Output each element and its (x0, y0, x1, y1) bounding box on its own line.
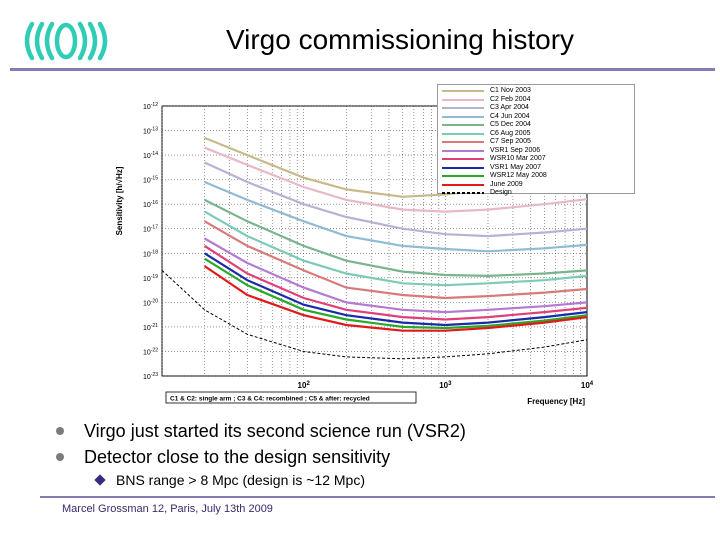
legend-entry: VSR1 May 2007 (442, 164, 630, 173)
series-line-10 (204, 252, 587, 327)
y-tick-label: 10-16 (143, 200, 158, 209)
legend-label: WSR10 Mar 2007 (490, 155, 546, 162)
legend-entry: C5 Dec 2004 (442, 121, 630, 130)
y-tick-label: 10-23 (143, 372, 158, 381)
series-line-6 (204, 210, 587, 287)
footer-divider (40, 496, 715, 498)
legend-label: Design (490, 189, 512, 196)
legend-label: VSR1 Sep 2006 (490, 146, 541, 154)
legend-swatch (442, 183, 484, 186)
legend-label: C1 Nov 2003 (490, 87, 531, 94)
legend-label: C4 Jun 2004 (490, 112, 530, 120)
legend-label: VSR1 May 2007 (490, 163, 541, 171)
legend-swatch (442, 90, 484, 93)
bullet-text: Detector close to the design sensitivity (84, 446, 391, 467)
bullet-item: Virgo just started its second science ru… (56, 418, 466, 444)
legend-label: C7 Sep 2005 (490, 138, 531, 145)
legend-swatch (442, 158, 484, 161)
y-tick-label: 10-15 (143, 176, 158, 185)
legend-entry: WSR12 May 2008 (442, 172, 630, 181)
bullet-dot-icon (56, 453, 64, 461)
legend-label: C5 Dec 2004 (490, 121, 531, 128)
x-tick-label: 102 (298, 381, 311, 390)
title-divider (10, 68, 715, 71)
y-axis-label: Sensitivity [h/√Hz] (115, 166, 124, 235)
sub-bullet-item: BNS range > 8 Mpc (design is ~12 Mpc) (94, 472, 366, 488)
y-tick-label: 10-14 (143, 151, 158, 160)
legend-swatch (442, 149, 484, 152)
legend-entry: WSR10 Mar 2007 (442, 155, 630, 164)
diamond-bullet-icon (94, 474, 106, 486)
chart-annotation: C1 & C2: single arm ; C3 & C4: recombine… (170, 396, 370, 403)
series-line-2 (204, 146, 587, 213)
legend-entry: C6 Aug 2005 (442, 130, 630, 139)
series-line-8 (204, 237, 587, 314)
legend-swatch (442, 124, 484, 127)
chart-legend: C1 Nov 2003 C2 Feb 2004 C3 Apr 2004 C4 Jun … (437, 84, 635, 196)
y-tick-label: 10-22 (143, 347, 158, 356)
series-line-13 (162, 270, 587, 360)
legend-entry: C4 Jun 2004 (442, 113, 630, 122)
legend-entry: June 2009 (442, 181, 630, 190)
series-line-4 (204, 180, 587, 253)
legend-swatch (442, 141, 484, 144)
series-line-5 (204, 198, 587, 278)
bullet-list: Virgo just started its second science ru… (56, 418, 466, 470)
bullet-text: Virgo just started its second science ru… (84, 420, 466, 441)
legend-label: June 2009 (490, 180, 523, 188)
legend-label: C2 Feb 2004 (490, 95, 531, 103)
legend-entry: Design (442, 189, 630, 198)
y-tick-label: 10-21 (143, 323, 158, 332)
bullet-item: Detector close to the design sensitivity (56, 444, 466, 470)
y-tick-label: 10-17 (143, 225, 158, 234)
bullet-dot-icon (56, 427, 64, 435)
legend-entry: C7 Sep 2005 (442, 138, 630, 147)
legend-swatch (442, 107, 484, 110)
legend-entry: C1 Nov 2003 (442, 87, 630, 96)
x-tick-label: 103 (439, 381, 452, 390)
legend-label: C3 Apr 2004 (490, 104, 529, 111)
legend-swatch (442, 192, 484, 195)
annotation-box (165, 391, 417, 404)
y-tick-label: 10-18 (143, 249, 158, 258)
sub-bullet-text: BNS range > 8 Mpc (design is ~12 Mpc) (116, 472, 366, 488)
legend-label: WSR12 May 2008 (490, 172, 547, 179)
series-line-12 (203, 265, 587, 332)
y-tick-label: 10-19 (143, 274, 158, 283)
y-tick-label: 10-12 (143, 102, 158, 111)
x-tick-label: 104 (581, 381, 594, 390)
virgo-logo (24, 21, 108, 61)
legend-entry: C3 Apr 2004 (442, 104, 630, 113)
legend-swatch (442, 115, 484, 118)
series-line-11 (204, 257, 587, 330)
y-tick-label: 10-20 (143, 298, 158, 307)
series-line-9 (204, 244, 587, 321)
legend-entry: VSR1 Sep 2006 (442, 147, 630, 156)
legend-swatch (442, 98, 484, 101)
legend-swatch (442, 132, 484, 135)
series-line-3 (204, 161, 587, 238)
series-line-7 (204, 220, 587, 300)
footer-text: Marcel Grossman 12, Paris, July 13th 200… (62, 503, 273, 515)
legend-entry: C2 Feb 2004 (442, 96, 630, 105)
x-axis-label: Frequency [Hz] (527, 397, 585, 406)
legend-swatch (442, 175, 484, 178)
y-tick-label: 10-13 (143, 127, 158, 136)
legend-label: C6 Aug 2005 (490, 129, 531, 137)
legend-swatch (442, 166, 484, 169)
slide-title: Virgo commissioning history (225, 24, 575, 55)
